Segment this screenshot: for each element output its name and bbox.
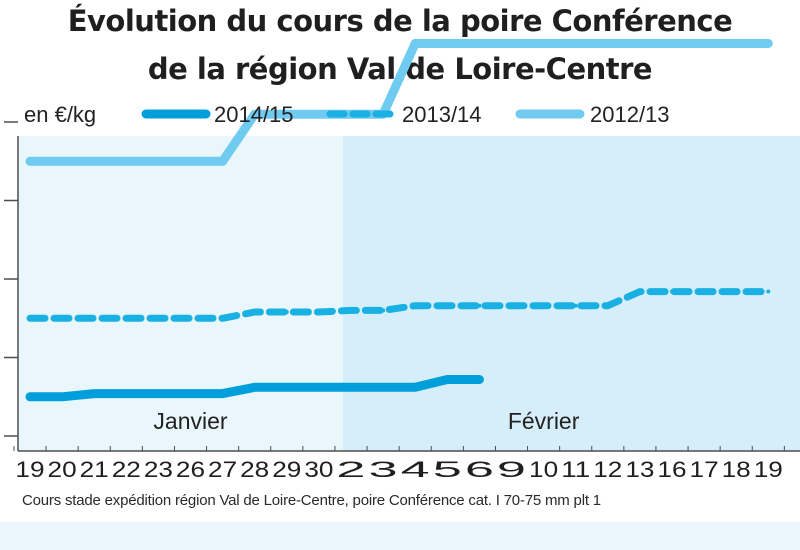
data-point-2012-13: [734, 41, 739, 46]
data-point-2014-15: [381, 385, 386, 390]
data-point-2013-14: [92, 316, 97, 321]
data-point-2014-15: [477, 377, 482, 382]
data-point-2013-14: [702, 289, 707, 294]
data-point-2014-15: [220, 391, 225, 396]
x-tick-label: 5: [433, 457, 462, 482]
data-point-2012-13: [766, 41, 771, 46]
series-line-2012-13: [25, 39, 773, 166]
x-tick-label: 19: [15, 457, 44, 482]
data-point-2012-13: [445, 41, 450, 46]
data-point-2014-15: [252, 385, 257, 390]
data-point-2013-14: [156, 316, 161, 321]
data-point-2012-13: [284, 112, 289, 117]
month-label: Février: [508, 408, 580, 434]
data-point-2012-13: [670, 41, 674, 46]
data-point-2014-15: [349, 385, 353, 390]
data-point-2013-14: [316, 309, 321, 314]
x-tick-label: 29: [272, 457, 301, 482]
x-tick-label: 26: [176, 457, 205, 482]
data-point-2013-14: [605, 303, 610, 308]
data-point-2014-15: [188, 391, 193, 396]
bottom-band: [0, 522, 800, 550]
data-point-2013-14: [220, 316, 225, 321]
data-point-2013-14: [28, 316, 32, 321]
data-point-2013-14: [381, 308, 386, 313]
data-point-2013-14: [670, 289, 674, 294]
y-axis-unit-label: en €/kg: [24, 102, 96, 127]
data-point-2012-13: [60, 159, 65, 164]
x-tick-label: 13: [625, 457, 654, 482]
data-point-2013-14: [734, 289, 739, 294]
x-tick-label: 16: [657, 457, 686, 482]
series-line-2013-14: [26, 288, 772, 322]
data-point-2014-15: [413, 385, 418, 390]
data-point-2012-13: [702, 41, 707, 46]
legend-label: 2014/15: [214, 102, 294, 127]
x-tick-label: 28: [240, 457, 269, 482]
data-point-2012-13: [188, 159, 193, 164]
chart-title-line-1: Évolution du cours de la poire Conférenc…: [67, 4, 733, 38]
data-point-2014-15: [124, 391, 129, 396]
data-point-2013-14: [637, 289, 642, 294]
x-tick-label: 9: [497, 457, 526, 482]
data-point-2013-14: [445, 303, 450, 308]
data-point-2012-13: [509, 41, 514, 46]
plot-background-left: [18, 136, 343, 451]
x-tick-label: 17: [690, 457, 719, 482]
footnote-band: [0, 486, 800, 522]
data-point-2012-13: [124, 159, 129, 164]
data-point-2012-13: [252, 112, 257, 117]
x-tick-label: 10: [529, 457, 558, 482]
data-point-2012-13: [28, 159, 32, 164]
data-point-2012-13: [637, 41, 642, 46]
data-point-2014-15: [92, 391, 97, 396]
data-point-2012-13: [156, 159, 161, 164]
data-point-2012-13: [92, 159, 97, 164]
x-tick-label: 6: [465, 457, 494, 482]
x-tick-label: 23: [144, 457, 173, 482]
data-point-2014-15: [28, 394, 32, 399]
data-point-2013-14: [124, 316, 129, 321]
data-point-2012-13: [220, 159, 225, 164]
data-point-2012-13: [605, 41, 610, 46]
data-point-2012-13: [477, 41, 482, 46]
x-tick-label: 12: [593, 457, 622, 482]
x-tick-label: 20: [48, 457, 77, 482]
data-point-2014-15: [445, 377, 450, 382]
data-point-2012-13: [541, 41, 546, 46]
data-point-2014-15: [156, 391, 161, 396]
data-point-2014-15: [316, 385, 321, 390]
x-tick-label: 27: [208, 457, 237, 482]
data-point-2012-13: [413, 41, 418, 46]
legend-label: 2012/13: [590, 102, 670, 127]
x-tick-label: 3: [369, 457, 398, 482]
data-point-2013-14: [349, 308, 353, 313]
data-point-2013-14: [413, 303, 418, 308]
data-point-2013-14: [573, 303, 578, 308]
x-tick-label: 22: [112, 457, 141, 482]
x-tick-label: 21: [80, 457, 109, 482]
data-point-2012-13: [573, 41, 578, 46]
legend-label: 2013/14: [402, 102, 482, 127]
x-tick-label: 19: [754, 457, 783, 482]
data-point-2012-13: [316, 112, 321, 117]
data-point-2013-14: [252, 309, 257, 314]
data-point-2013-14: [477, 303, 482, 308]
footnote: Cours stade expédition région Val de Loi…: [22, 492, 601, 509]
data-point-2013-14: [188, 316, 193, 321]
data-point-2013-14: [509, 303, 514, 308]
data-point-2013-14: [766, 289, 771, 294]
x-tick-label: 11: [561, 457, 590, 482]
data-point-2013-14: [284, 309, 289, 314]
x-tick-label: 4: [401, 457, 430, 482]
x-tick-label: 2: [336, 457, 365, 482]
x-tick-label: 18: [722, 457, 751, 482]
data-point-2013-14: [541, 303, 546, 308]
month-label: Janvier: [153, 408, 227, 434]
data-point-2014-15: [60, 394, 65, 399]
x-tick-label: 30: [304, 457, 333, 482]
data-point-2013-14: [60, 316, 65, 321]
data-point-2014-15: [284, 385, 289, 390]
